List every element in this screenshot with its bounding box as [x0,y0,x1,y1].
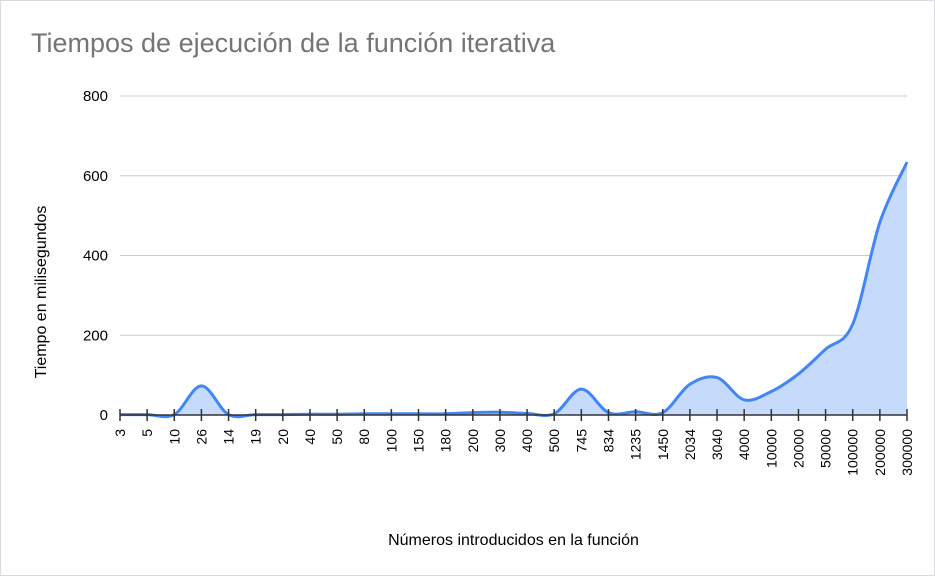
y-tick-label: 800 [83,88,108,105]
x-tick-label: 400 [519,429,535,453]
x-axis-title: Números introducidos en la función [388,532,639,549]
x-tick-label: 26 [193,429,209,445]
x-tick-label: 80 [356,429,372,445]
x-tick-label: 5 [139,429,155,437]
data-point [689,383,691,385]
x-tick-label: 3040 [709,429,725,460]
x-tick-label: 19 [248,429,264,445]
axes [119,409,908,421]
y-axis-title: Tiempo en milisegundos [33,206,50,379]
x-tick-label: 50 [329,429,345,445]
x-tick-label: 3 [112,429,128,437]
x-tick-label: 180 [438,429,454,453]
x-tick-label: 20 [275,429,291,445]
y-tick-label: 200 [83,327,108,344]
gridlines [120,95,907,336]
chart-title: Tiempos de ejecución de la función itera… [31,28,556,58]
y-tick-label: 600 [83,168,108,185]
y-tick-label: 0 [100,407,108,424]
data-point [580,388,582,390]
y-tick-labels: 0 200 400 600 800 [83,88,108,424]
x-tick-label: 300000 [899,429,915,476]
x-tick-label: 14 [221,429,237,445]
x-tick-label: 10 [166,429,182,445]
x-tick-label: 150 [411,429,427,453]
x-tick-label: 300 [492,429,508,453]
plot-area [119,161,909,419]
x-tick-label: 10000 [763,429,779,468]
x-tick-label: 745 [573,429,589,453]
x-tick-label: 834 [600,429,616,453]
x-tick-label: 100000 [845,429,861,476]
x-tick-label: 4000 [736,429,752,460]
data-point [716,377,718,379]
data-point [200,385,202,387]
x-tick-label: 200000 [872,429,888,476]
data-point [906,161,908,163]
x-tick-label: 1450 [655,429,671,460]
data-point [852,323,854,325]
x-tick-label: 50000 [818,429,834,468]
x-tick-label: 20000 [790,429,806,468]
data-point [743,399,745,401]
series-line [120,161,909,419]
data-point [797,373,799,375]
x-tick-labels: 3 5 10 26 14 19 20 40 50 80 100 150 180 200 300 400 500 7… [112,429,915,476]
x-tick-label: 2034 [682,429,698,460]
x-tick-label: 100 [383,429,399,453]
data-point [879,221,881,223]
y-tick-label: 400 [83,248,108,265]
data-point [770,390,772,392]
x-tick-label: 500 [546,429,562,453]
series-area [120,162,907,417]
x-tick-label: 1235 [628,429,644,460]
data-point [825,348,827,350]
x-tick-label: 200 [465,429,481,453]
x-tick-label: 40 [302,429,318,445]
